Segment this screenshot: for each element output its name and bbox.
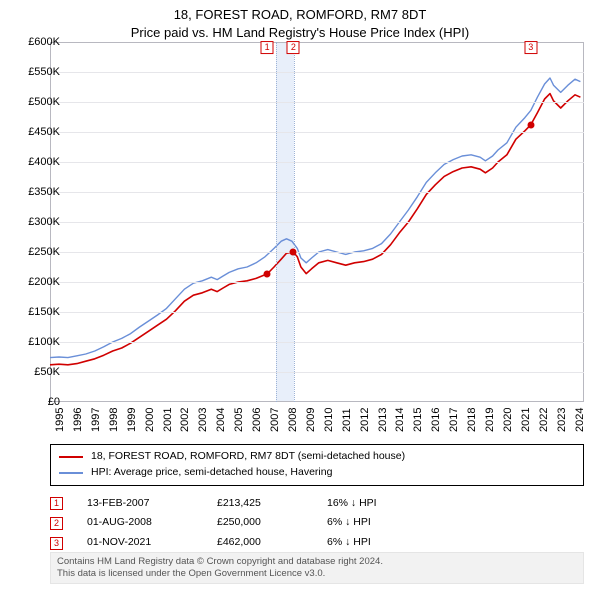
x-tick-label: 2011 [341, 408, 353, 432]
y-tick-label: £0 [48, 396, 60, 408]
y-tick-label: £450K [28, 126, 60, 138]
x-tick-label: 2019 [484, 408, 496, 432]
x-tick-label: 2007 [269, 408, 281, 432]
x-tick-label: 2012 [359, 408, 371, 432]
sale-marker: 1 [261, 41, 274, 54]
legend-swatch [59, 456, 83, 458]
gridline-h [50, 342, 584, 343]
sales-row-date: 01-NOV-2021 [87, 533, 217, 553]
gridline-h [50, 162, 584, 163]
x-tick-label: 1996 [72, 408, 84, 432]
sales-row-price: £462,000 [217, 533, 327, 553]
y-tick-label: £250K [28, 246, 60, 258]
x-tick-label: 2022 [538, 408, 550, 432]
x-tick-label: 2008 [287, 408, 299, 432]
x-tick-label: 2023 [556, 408, 568, 432]
sales-row-marker: 3 [50, 537, 63, 550]
x-tick-label: 1995 [54, 408, 66, 432]
sales-row: 3 01-NOV-2021£462,0006% ↓ HPI [50, 533, 584, 553]
gridline-h [50, 372, 584, 373]
title-line-1: 18, FOREST ROAD, ROMFORD, RM7 8DT [0, 6, 600, 24]
sales-table: 1 13-FEB-2007£213,42516% ↓ HPI 2 01-AUG-200… [50, 494, 584, 554]
x-tick-label: 2016 [430, 408, 442, 432]
y-tick-label: £550K [28, 66, 60, 78]
legend-box: 18, FOREST ROAD, ROMFORD, RM7 8DT (semi-… [50, 444, 584, 486]
y-tick-label: £400K [28, 156, 60, 168]
x-tick-label: 2001 [162, 408, 174, 432]
footnote: Contains HM Land Registry data © Crown c… [50, 552, 584, 584]
x-tick-label: 2015 [412, 408, 424, 432]
sale-point [290, 249, 297, 256]
gridline-h [50, 192, 584, 193]
sale-point [264, 270, 271, 277]
sales-row: 1 13-FEB-2007£213,42516% ↓ HPI [50, 494, 584, 514]
gridline-h [50, 252, 584, 253]
sale-marker: 2 [287, 41, 300, 54]
x-tick-label: 2024 [574, 408, 586, 432]
sale-marker: 3 [524, 41, 537, 54]
y-tick-label: £350K [28, 186, 60, 198]
y-tick-label: £50K [34, 366, 60, 378]
sales-row-delta: 6% ↓ HPI [327, 533, 407, 553]
x-tick-label: 2013 [377, 408, 389, 432]
legend-label: HPI: Average price, semi-detached house,… [91, 465, 332, 481]
title-line-2: Price paid vs. HM Land Registry's House … [0, 24, 600, 42]
gridline-h [50, 282, 584, 283]
x-tick-label: 2021 [520, 408, 532, 432]
x-tick-label: 2009 [305, 408, 317, 432]
sales-row-price: £213,425 [217, 494, 327, 514]
x-tick-label: 2017 [448, 408, 460, 432]
y-tick-label: £150K [28, 306, 60, 318]
legend-row: 18, FOREST ROAD, ROMFORD, RM7 8DT (semi-… [59, 449, 575, 465]
sales-row-date: 01-AUG-2008 [87, 513, 217, 533]
footnote-line-1: Contains HM Land Registry data © Crown c… [57, 556, 577, 568]
x-tick-label: 1998 [108, 408, 120, 432]
x-tick-label: 2000 [144, 408, 156, 432]
sales-row-delta: 6% ↓ HPI [327, 513, 407, 533]
legend-swatch [59, 472, 83, 474]
x-tick-label: 2002 [179, 408, 191, 432]
sales-row-delta: 16% ↓ HPI [327, 494, 407, 514]
y-tick-label: £200K [28, 276, 60, 288]
gridline-h [50, 132, 584, 133]
price-chart: 12 3 [50, 42, 584, 402]
gridline-h [50, 222, 584, 223]
x-tick-label: 1997 [90, 408, 102, 432]
x-tick-label: 2010 [323, 408, 335, 432]
sales-row-marker: 1 [50, 497, 63, 510]
x-tick-label: 2014 [394, 408, 406, 432]
x-tick-label: 1999 [126, 408, 138, 432]
subject-line [50, 94, 580, 365]
band-border [294, 42, 295, 402]
x-tick-label: 2006 [251, 408, 263, 432]
sales-row-date: 13-FEB-2007 [87, 494, 217, 514]
sales-row: 2 01-AUG-2008£250,0006% ↓ HPI [50, 513, 584, 533]
gridline-h [50, 72, 584, 73]
sales-row-price: £250,000 [217, 513, 327, 533]
y-tick-label: £100K [28, 336, 60, 348]
legend-label: 18, FOREST ROAD, ROMFORD, RM7 8DT (semi-… [91, 449, 405, 465]
hpi-line [50, 78, 580, 358]
gridline-h [50, 312, 584, 313]
legend-row: HPI: Average price, semi-detached house,… [59, 465, 575, 481]
x-tick-label: 2018 [466, 408, 478, 432]
y-tick-label: £600K [28, 36, 60, 48]
x-tick-label: 2005 [233, 408, 245, 432]
band-border [276, 42, 277, 402]
y-tick-label: £500K [28, 96, 60, 108]
y-tick-label: £300K [28, 216, 60, 228]
chart-titles: 18, FOREST ROAD, ROMFORD, RM7 8DT Price … [0, 0, 600, 41]
gridline-h [50, 102, 584, 103]
footnote-line-2: This data is licensed under the Open Gov… [57, 568, 577, 580]
sale-point [527, 121, 534, 128]
x-tick-label: 2004 [215, 408, 227, 432]
x-tick-label: 2020 [502, 408, 514, 432]
sales-row-marker: 2 [50, 517, 63, 530]
below-chart: 18, FOREST ROAD, ROMFORD, RM7 8DT (semi-… [50, 444, 584, 553]
x-tick-label: 2003 [197, 408, 209, 432]
